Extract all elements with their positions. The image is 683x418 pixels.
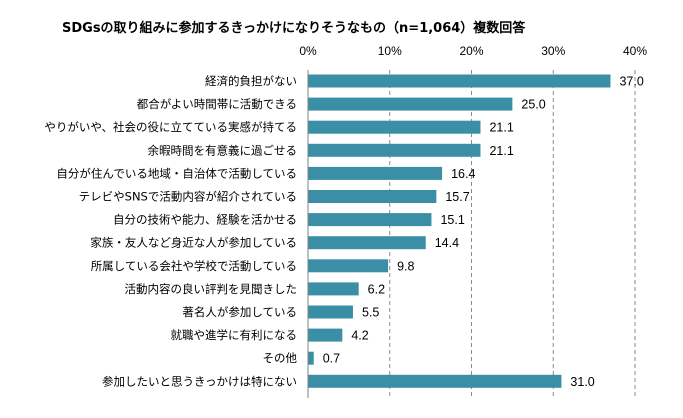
category-label: 都合がよい時間帯に活動できる [137, 97, 297, 111]
value-label: 25.0 [521, 98, 545, 112]
value-label: 15.1 [440, 213, 464, 227]
bar [308, 120, 481, 134]
x-tick-label: 10% [378, 44, 402, 58]
x-tick-label: 40% [623, 44, 647, 58]
bar [308, 374, 562, 388]
bar [308, 190, 437, 203]
value-label: 21.1 [489, 144, 513, 158]
value-label: 16.4 [451, 167, 475, 181]
category-label: 自分が住んでいる地域・自治体で活動している [56, 166, 297, 180]
bar [308, 351, 314, 365]
category-label: 就職や進学に有利になる [171, 328, 298, 342]
bar [308, 259, 389, 273]
bar [308, 97, 513, 111]
value-label: 14.4 [435, 236, 459, 250]
value-label: 4.2 [351, 329, 368, 343]
category-label: テレビやSNSで活動内容が紹介されている [79, 190, 297, 204]
chart-title: SDGsの取り組みに参加するきっかけになりそうなもの（n=1,064）複数回答 [62, 20, 526, 36]
value-label: 15.7 [445, 190, 469, 204]
value-label: 6.2 [368, 282, 385, 296]
category-label: 参加したいと思うきっかけは特にない [102, 374, 297, 388]
x-tick-label: 30% [541, 44, 565, 58]
x-tick-label: 20% [459, 44, 483, 58]
category-label: 自分の技術や能力、経験を活かせる [113, 213, 297, 227]
category-labels: 経済的負担がない都合がよい時間帯に活動できるやりがいや、社会の役に立てている実感… [44, 74, 297, 388]
gridlines [389, 70, 636, 398]
bar [308, 143, 481, 157]
bar [308, 236, 426, 250]
bars [308, 74, 611, 388]
value-label: 0.7 [323, 352, 340, 366]
category-label: 経済的負担がない [205, 74, 297, 88]
value-label: 37.0 [619, 75, 643, 89]
bar [308, 328, 343, 342]
value-label: 21.1 [489, 121, 513, 135]
category-label: 家族・友人など身近な人が参加している [90, 236, 297, 250]
category-label: 著名人が参加している [182, 305, 297, 319]
category-label: 所属している会社や学校で活動している [91, 259, 297, 273]
x-tick-label: 0% [299, 44, 317, 58]
category-label: 余暇時間を有意義に過ごせる [148, 143, 298, 157]
value-label: 9.8 [397, 259, 414, 273]
value-label: 5.5 [362, 306, 379, 320]
category-label: やりがいや、社会の役に立てている実感が持てる [44, 120, 297, 134]
bar [308, 305, 353, 319]
value-labels: 37.0 25.0 21.1 21.1 16.4 15.7 15.1 14.4 9.8 6.2 5.… [323, 75, 644, 389]
category-label: その他 [263, 351, 298, 365]
bar [308, 282, 359, 296]
category-label: 活動内容の良い評判を見聞きした [125, 282, 298, 296]
bar [308, 166, 443, 180]
bar [308, 213, 432, 227]
bar [308, 74, 611, 88]
x-axis-ticks: 0% 10% 20% 30% 40% [299, 44, 647, 58]
value-label: 31.0 [570, 375, 594, 389]
